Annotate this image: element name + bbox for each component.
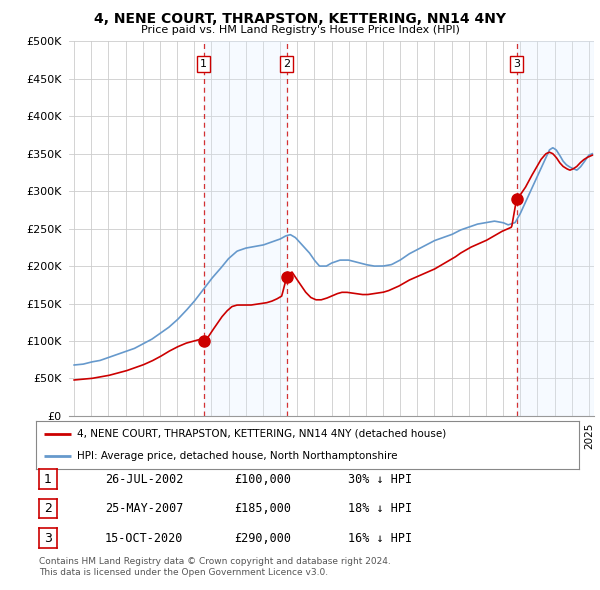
Text: 2: 2 <box>44 502 52 515</box>
Text: This data is licensed under the Open Government Licence v3.0.: This data is licensed under the Open Gov… <box>39 568 328 577</box>
Text: £185,000: £185,000 <box>234 502 291 515</box>
Text: 16% ↓ HPI: 16% ↓ HPI <box>348 532 412 545</box>
Text: 25-MAY-2007: 25-MAY-2007 <box>105 502 184 515</box>
Bar <box>203 41 287 416</box>
Text: £100,000: £100,000 <box>234 473 291 486</box>
Text: Contains HM Land Registry data © Crown copyright and database right 2024.: Contains HM Land Registry data © Crown c… <box>39 558 391 566</box>
Text: 1: 1 <box>200 59 207 69</box>
Text: 2: 2 <box>283 59 290 69</box>
Bar <box>517 41 594 416</box>
Text: £290,000: £290,000 <box>234 532 291 545</box>
Text: 4, NENE COURT, THRAPSTON, KETTERING, NN14 4NY: 4, NENE COURT, THRAPSTON, KETTERING, NN1… <box>94 12 506 26</box>
Text: 30% ↓ HPI: 30% ↓ HPI <box>348 473 412 486</box>
Text: HPI: Average price, detached house, North Northamptonshire: HPI: Average price, detached house, Nort… <box>77 451 397 461</box>
Text: 18% ↓ HPI: 18% ↓ HPI <box>348 502 412 515</box>
Text: 26-JUL-2002: 26-JUL-2002 <box>105 473 184 486</box>
Text: 3: 3 <box>513 59 520 69</box>
Text: Price paid vs. HM Land Registry's House Price Index (HPI): Price paid vs. HM Land Registry's House … <box>140 25 460 35</box>
Text: 4, NENE COURT, THRAPSTON, KETTERING, NN14 4NY (detached house): 4, NENE COURT, THRAPSTON, KETTERING, NN1… <box>77 429 446 439</box>
Text: 3: 3 <box>44 532 52 545</box>
Bar <box>287 41 517 416</box>
Text: 15-OCT-2020: 15-OCT-2020 <box>105 532 184 545</box>
Text: 1: 1 <box>44 473 52 486</box>
